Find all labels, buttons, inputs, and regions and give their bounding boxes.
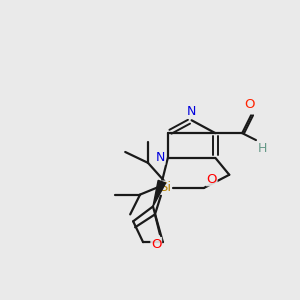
Text: N: N — [155, 152, 165, 164]
Polygon shape — [153, 180, 166, 206]
Text: O: O — [151, 238, 161, 250]
Text: Si: Si — [159, 181, 171, 194]
Text: O: O — [206, 173, 217, 186]
Text: O: O — [244, 98, 254, 111]
Text: H: H — [258, 142, 267, 155]
Text: N: N — [187, 105, 196, 118]
